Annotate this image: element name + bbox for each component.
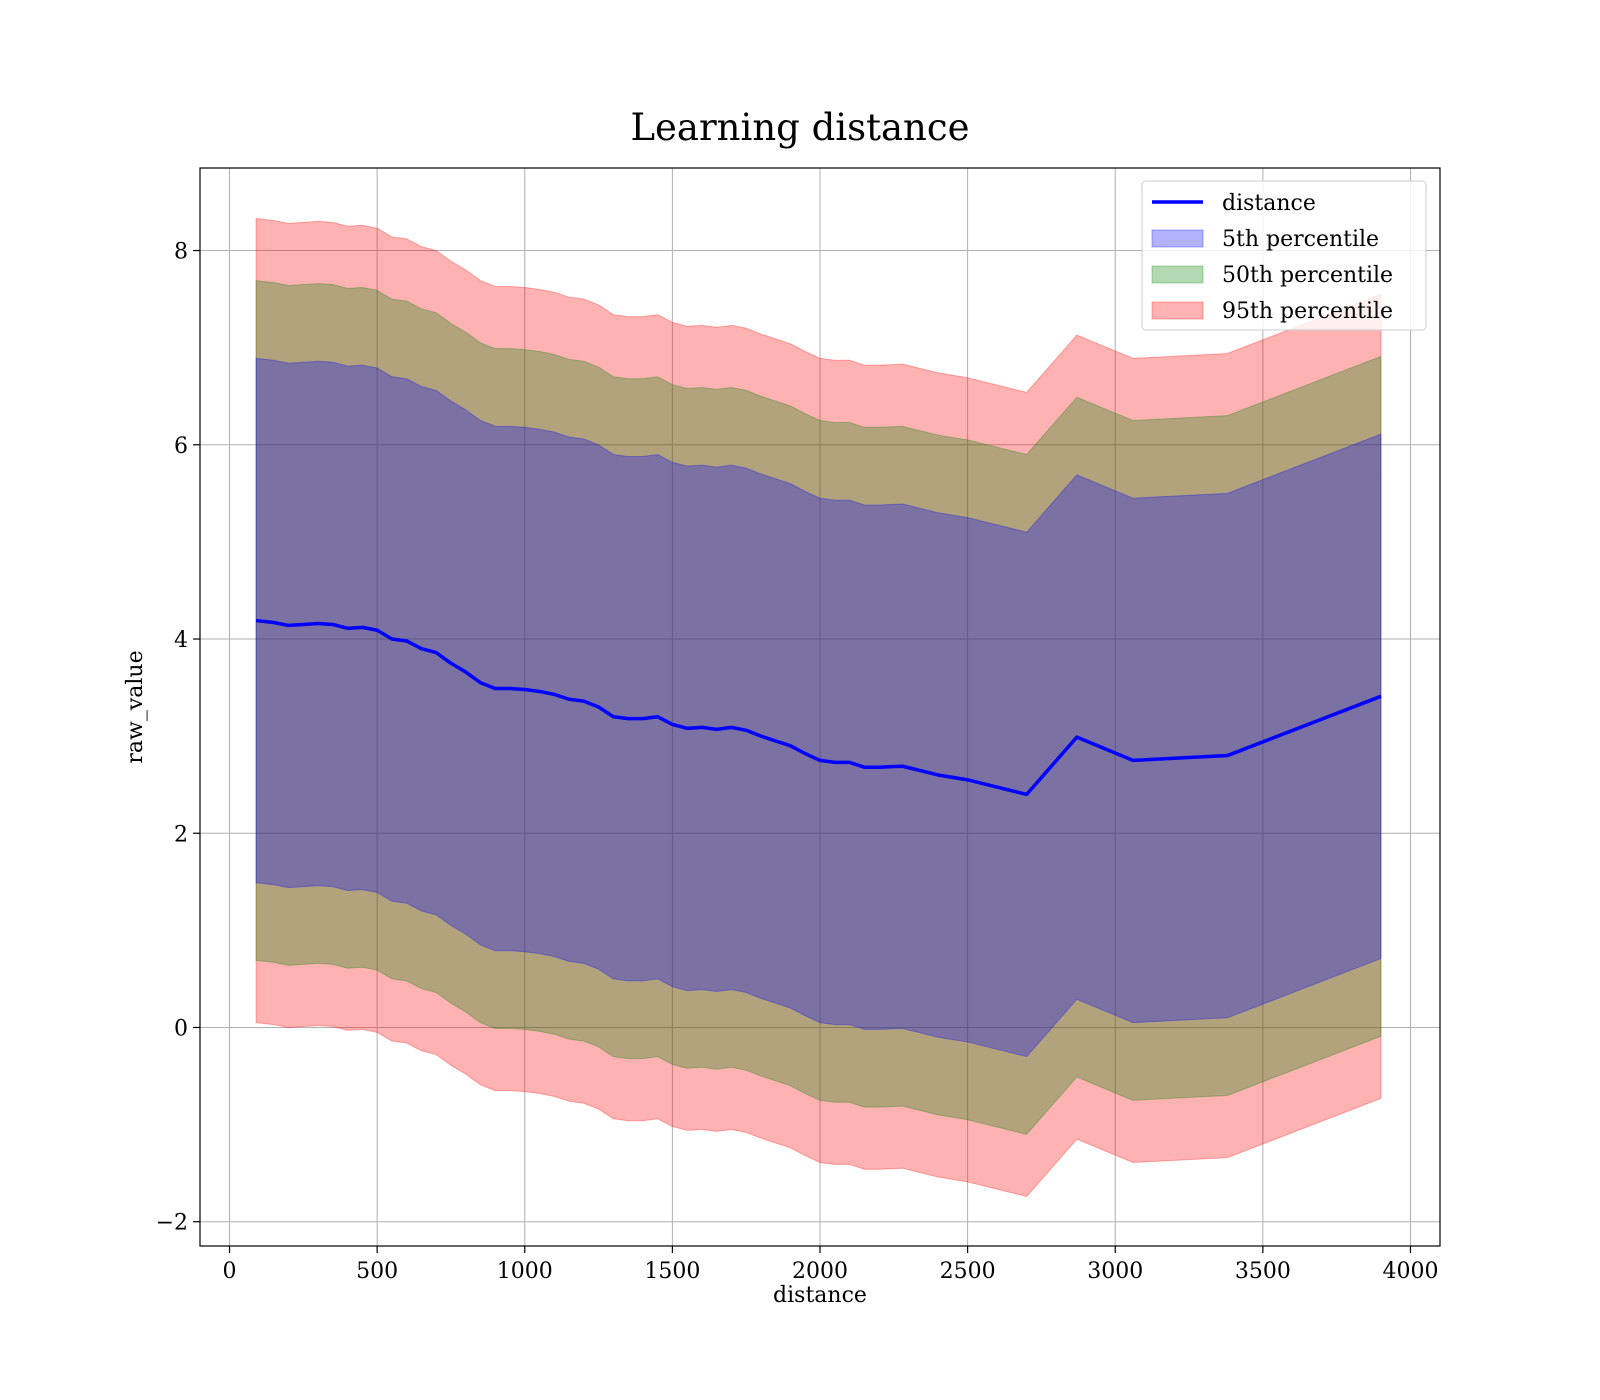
grid — [200, 168, 1440, 1246]
y-tick-label-3: 4 — [174, 628, 188, 653]
legend-swatch-95th-percentile — [1151, 301, 1204, 320]
x-tick-label-3: 1500 — [644, 1259, 700, 1284]
legend: distance 5th percentile 50th percentile 95t… — [1141, 180, 1427, 331]
x-tick-label-8: 4000 — [1382, 1259, 1438, 1284]
y-ticks: −2 0 2 4 6 8 — [156, 240, 200, 1236]
band-95th-percentile — [255, 217, 1382, 1198]
series-lines — [255, 618, 1382, 797]
percentile-bands — [255, 217, 1382, 1198]
y-tick-label-5: 8 — [174, 240, 188, 265]
series-line-distance — [255, 618, 1382, 797]
legend-label-5th-percentile: 5th percentile — [1222, 227, 1379, 252]
legend-swatch-50th-percentile — [1151, 265, 1204, 284]
x-tick-label-2: 1000 — [497, 1259, 553, 1284]
x-tick-label-4: 2000 — [792, 1259, 848, 1284]
band-5th-percentile — [255, 357, 1382, 1058]
x-tick-label-1: 500 — [356, 1259, 398, 1284]
y-tick-label-4: 6 — [174, 434, 188, 459]
band-50th-percentile — [255, 280, 1382, 1135]
y-tick-label-1: 0 — [174, 1016, 188, 1041]
legend-label-distance: distance — [1222, 191, 1316, 216]
legend-label-95th-percentile: 95th percentile — [1222, 299, 1393, 324]
x-ticks: 0 500 1000 1500 2000 2500 3000 3500 4000 — [223, 1246, 1438, 1284]
legend-box — [1141, 180, 1427, 331]
x-tick-label-0: 0 — [223, 1259, 237, 1284]
legend-label-50th-percentile: 50th percentile — [1222, 263, 1393, 288]
x-axis-label: distance — [773, 1283, 867, 1308]
y-tick-label-0: −2 — [156, 1211, 188, 1236]
y-axis-label: raw_value — [123, 650, 148, 763]
x-tick-label-5: 2500 — [940, 1259, 996, 1284]
x-tick-label-7: 3500 — [1235, 1259, 1291, 1284]
y-tick-label-2: 2 — [174, 822, 188, 847]
legend-swatch-5th-percentile — [1151, 229, 1204, 248]
chart-title: Learning distance — [630, 106, 969, 149]
x-tick-label-6: 3000 — [1087, 1259, 1143, 1284]
